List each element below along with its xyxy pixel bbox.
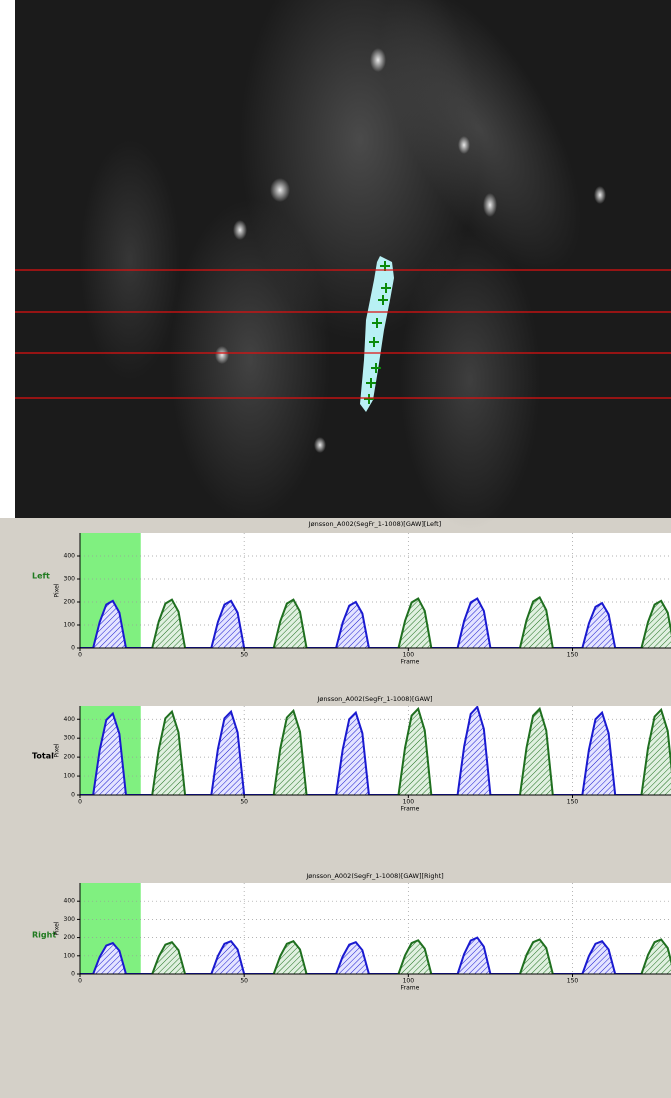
chart-title: Jønsson_A002(SegFr_1-1008)[GAW][Right] (305, 872, 443, 880)
y-tick-label: 0 (71, 792, 75, 799)
page: {"chart_data": [ {"type": "line", "title… (0, 0, 671, 1098)
chart-title: Jønsson_A002(SegFr_1-1008)[GAW][Left] (308, 520, 441, 528)
app-window: Jønsson_A002(SegFr_1-1008)[GAW][Left] Lef… (0, 0, 671, 1098)
light-spot (483, 193, 497, 217)
light-spot (233, 220, 247, 240)
x-axis-label: Frame (401, 985, 420, 992)
light-spot (215, 346, 229, 364)
y-tick-label: 100 (64, 773, 76, 780)
x-tick-label: 0 (78, 799, 82, 806)
y-tick-label: 100 (64, 952, 76, 959)
y-tick-label: 300 (64, 576, 76, 583)
x-tick-label: 50 (240, 652, 248, 659)
y-tick-label: 0 (71, 645, 75, 652)
y-tick-label: 100 (64, 622, 76, 629)
side-label: Left (32, 572, 50, 581)
y-axis-label: Pixel (54, 921, 61, 935)
x-tick-label: 50 (240, 978, 248, 985)
tissue (170, 200, 330, 520)
y-tick-label: 200 (64, 934, 76, 941)
chart: Jønsson_A002(SegFr_1-1008)[GAW][Right]Ri… (32, 872, 671, 992)
y-tick-label: 200 (64, 599, 76, 606)
y-tick-label: 300 (64, 916, 76, 923)
x-tick-label: 100 (403, 799, 415, 806)
y-axis-label: Pixel (54, 743, 61, 757)
page-body: Jønsson_A002(SegFr_1-1008)[GAW][Left] Lef… (0, 0, 671, 1098)
tissue (400, 230, 540, 530)
x-tick-label: 150 (567, 799, 579, 806)
video-frame (15, 0, 671, 530)
y-tick-label: 0 (71, 971, 75, 978)
light-spot (314, 437, 326, 453)
x-axis-label: Frame (401, 659, 420, 666)
y-tick-label: 400 (64, 553, 76, 560)
x-tick-label: 150 (567, 652, 579, 659)
tissue (80, 140, 180, 380)
chart: Jønsson_A002(SegFr_1-1008)[GAW] Total 0 100… (32, 695, 671, 813)
side-label: Total (32, 752, 54, 761)
x-tick-label: 150 (567, 978, 579, 985)
light-spot (270, 178, 290, 202)
x-tick-label: 100 (403, 978, 415, 985)
light-spot (594, 186, 606, 204)
y-tick-label: 400 (64, 716, 76, 723)
x-tick-label: 100 (403, 652, 415, 659)
light-spot (458, 136, 470, 154)
light-spot (370, 48, 386, 72)
y-axis-label: Pixel (54, 583, 61, 597)
y-tick-label: 200 (64, 754, 76, 761)
x-axis-label: Frame (401, 806, 420, 813)
x-tick-label: 50 (240, 799, 248, 806)
chart: Jønsson_A002(SegFr_1-1008)[GAW][Left] Lef… (32, 520, 671, 666)
x-tick-label: 0 (78, 652, 82, 659)
y-tick-label: 300 (64, 735, 76, 742)
y-tick-label: 400 (64, 898, 76, 905)
x-tick-label: 0 (78, 978, 82, 985)
chart-title: Jønsson_A002(SegFr_1-1008)[GAW] (316, 695, 432, 703)
